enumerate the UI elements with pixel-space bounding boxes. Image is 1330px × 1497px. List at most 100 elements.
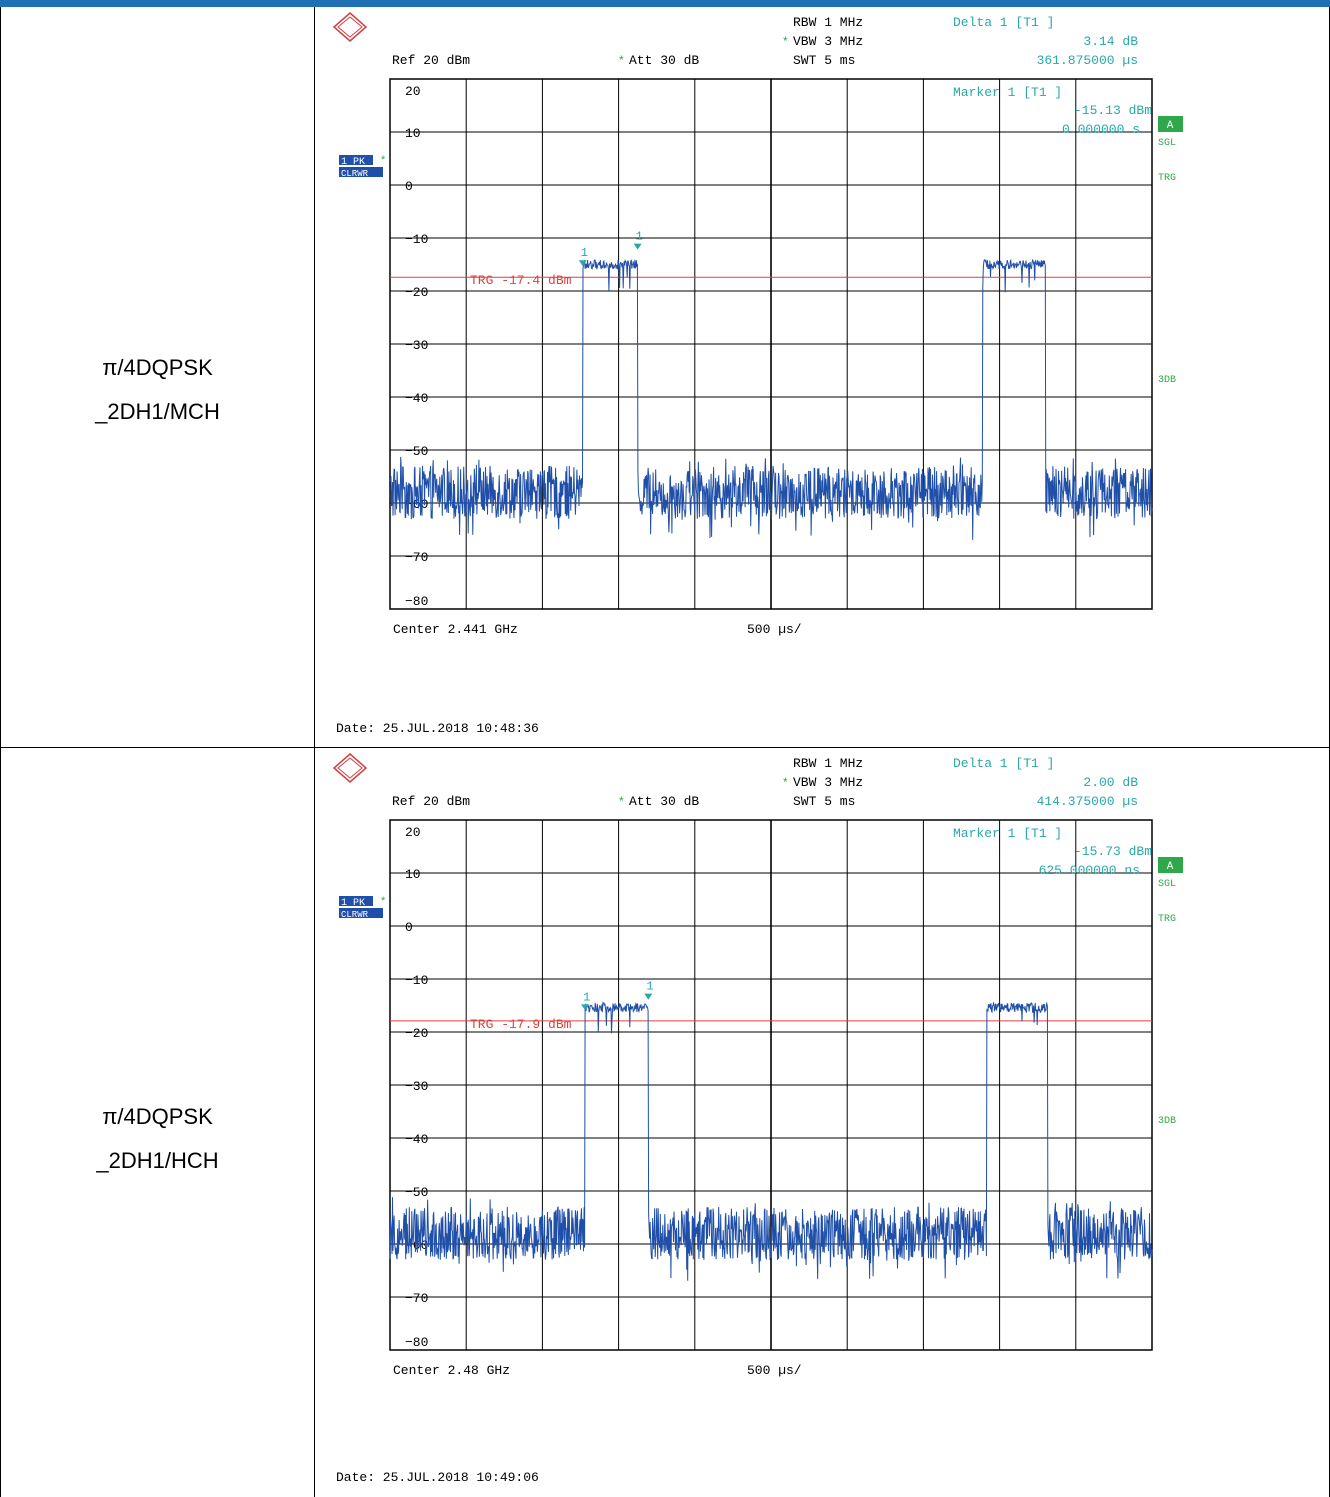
trace-mode-label: CLRWR <box>341 910 369 920</box>
marker-number: 1 <box>581 246 588 260</box>
time-per-division-label: 500 µs/ <box>747 1363 802 1378</box>
attenuation-label: Att 30 dB <box>629 53 699 68</box>
trace-mode-bg <box>339 167 383 177</box>
trigger-level-label: TRG -17.9 dBm <box>470 1017 572 1032</box>
trace-mode-bg <box>339 908 383 918</box>
mode-label: π/4DQPSK _2DH1/HCH <box>1 1095 314 1183</box>
ref-level-label: Ref 20 dBm <box>392 794 470 809</box>
capture-date-label: Date: 25.JUL.2018 10:48:36 <box>336 721 539 736</box>
spectrum-analyzer-plot: RBW 1 MHz VBW 3 MHz SWT 5 ms Ref 20 dBm Att … <box>332 753 1183 1485</box>
trigger-level-label: TRG -17.4 dBm <box>470 273 572 288</box>
marker-triangle <box>644 993 653 1000</box>
marker-triangle <box>633 243 642 250</box>
marker-time: 0.000000 s <box>1062 122 1140 137</box>
time-per-division-label: 500 µs/ <box>747 622 802 637</box>
y-tick-label: −50 <box>405 444 428 459</box>
column-divider <box>314 7 315 747</box>
logo-diamond <box>332 753 368 783</box>
column-divider <box>314 748 315 1497</box>
vbw-star: * <box>783 775 788 789</box>
y-tick-label: −30 <box>405 338 428 353</box>
mode-label-line2: _2DH1/HCH <box>96 1148 219 1173</box>
trace-badge-label: 1 PK <box>341 157 365 168</box>
side-trg-label: TRG <box>1158 914 1176 925</box>
side-3db-label: 3DB <box>1158 1116 1176 1127</box>
trace-badge-label: 1 PK <box>341 898 365 909</box>
side-sgl-label: SGL <box>1158 879 1176 890</box>
marker-time: 625.000000 ns <box>1039 863 1140 878</box>
y-tick-label: −20 <box>405 285 428 300</box>
delta-marker-title: Delta 1 [T1 ] <box>953 15 1054 30</box>
rohde-schwarz-logo <box>332 753 368 783</box>
delta-time: 361.875000 µs <box>1037 53 1138 68</box>
side-a-label: A <box>1167 120 1174 132</box>
mode-label-line2: _2DH1/MCH <box>95 399 220 424</box>
attenuation-label: Att 30 dB <box>629 794 699 809</box>
rbw-label: RBW 1 MHz <box>793 756 863 771</box>
trace-line <box>389 1001 1153 1281</box>
ref-level-label: Ref 20 dBm <box>392 53 470 68</box>
marker-value: -15.13 dBm <box>1074 103 1152 118</box>
marker-number: 1 <box>646 980 653 994</box>
vbw-label: VBW 3 MHz <box>793 34 863 49</box>
delta-marker-title: Delta 1 [T1 ] <box>953 756 1054 771</box>
y-tick-label: −50 <box>405 1185 428 1200</box>
table-row: π/4DQPSK _2DH1/HCH RBW 1 MHz VBW 3 MHz SWT… <box>0 748 1330 1497</box>
att-star: * <box>619 794 624 808</box>
y-tick-label: −20 <box>405 1026 428 1041</box>
marker-number: 1 <box>636 230 643 244</box>
trace-badge-bg <box>339 155 373 165</box>
delta-value: 2.00 dB <box>1083 775 1138 790</box>
y-tick-label: −10 <box>405 973 428 988</box>
table-row: π/4DQPSK _2DH1/MCH RBW 1 MHz VBW 3 MHz SWT… <box>0 7 1330 748</box>
center-frequency-label: Center 2.48 GHz <box>393 1363 510 1378</box>
side-a-bg <box>1158 857 1183 873</box>
y-tick-label: 20 <box>405 84 421 99</box>
side-sgl-label: SGL <box>1158 138 1176 149</box>
marker-title: Marker 1 [T1 ] <box>953 826 1062 841</box>
swt-label: SWT 5 ms <box>793 794 855 809</box>
marker-triangle <box>578 260 587 267</box>
mode-label-line1: π/4DQPSK <box>102 1104 213 1129</box>
att-star: * <box>619 53 624 67</box>
y-tick-label: −70 <box>405 1291 428 1306</box>
trace-star: * <box>381 895 386 907</box>
mode-label-line1: π/4DQPSK <box>102 355 213 380</box>
center-frequency-label: Center 2.441 GHz <box>393 622 518 637</box>
logo-diamond-inner <box>337 757 363 779</box>
vbw-star: * <box>783 34 788 48</box>
spectrum-analyzer-plot: RBW 1 MHz VBW 3 MHz SWT 5 ms Ref 20 dBm Att … <box>332 12 1183 736</box>
mode-label: π/4DQPSK _2DH1/MCH <box>1 346 314 434</box>
delta-value: 3.14 dB <box>1083 34 1138 49</box>
vbw-label: VBW 3 MHz <box>793 775 863 790</box>
side-a-label: A <box>1167 861 1174 873</box>
marker-value: -15.73 dBm <box>1074 844 1152 859</box>
logo-diamond <box>332 12 368 42</box>
y-tick-label: −80 <box>405 1335 428 1350</box>
rohde-schwarz-logo <box>332 12 368 42</box>
marker-number: 1 <box>583 990 590 1004</box>
trace-line <box>389 258 1153 540</box>
y-tick-label: −30 <box>405 1079 428 1094</box>
marker-triangle <box>581 1004 590 1011</box>
y-tick-label: 10 <box>405 867 421 882</box>
y-tick-label: 20 <box>405 825 421 840</box>
trace-mode-label: CLRWR <box>341 169 369 179</box>
rbw-label: RBW 1 MHz <box>793 15 863 30</box>
y-tick-label: −70 <box>405 550 428 565</box>
y-tick-label: −40 <box>405 1132 428 1147</box>
trace-star: * <box>381 154 386 166</box>
results-table: π/4DQPSK _2DH1/MCH RBW 1 MHz VBW 3 MHz SWT… <box>0 7 1330 1497</box>
side-trg-label: TRG <box>1158 173 1176 184</box>
side-a-bg <box>1158 116 1183 132</box>
y-tick-label: 10 <box>405 126 421 141</box>
marker-title: Marker 1 [T1 ] <box>953 85 1062 100</box>
capture-date-label: Date: 25.JUL.2018 10:49:06 <box>336 1470 539 1485</box>
y-tick-label: 0 <box>405 920 413 935</box>
y-tick-label: −80 <box>405 594 428 609</box>
trace-badge-bg <box>339 896 373 906</box>
y-tick-label: −40 <box>405 391 428 406</box>
top-accent-bar <box>0 0 1330 7</box>
y-tick-label: −10 <box>405 232 428 247</box>
y-tick-label: 0 <box>405 179 413 194</box>
